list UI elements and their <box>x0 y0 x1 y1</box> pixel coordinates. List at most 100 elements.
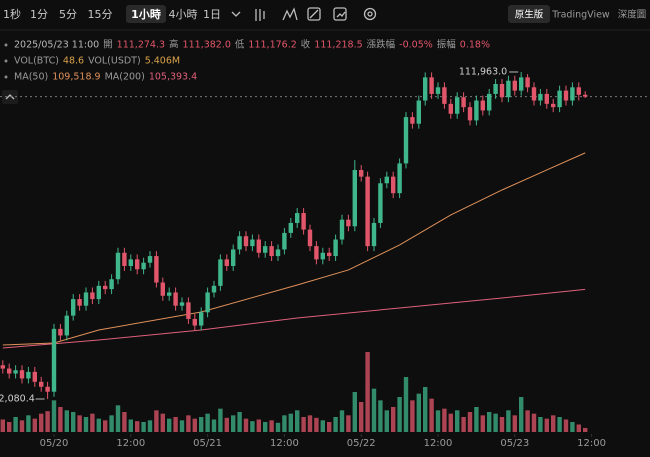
candle-body <box>576 87 581 95</box>
volume-bar <box>519 397 524 432</box>
volume-bar <box>39 413 44 432</box>
candle <box>410 112 415 129</box>
candle-body <box>90 292 95 300</box>
candle-body <box>39 381 44 387</box>
candle-body <box>314 246 319 260</box>
candle <box>71 294 76 321</box>
candle-body <box>563 90 569 101</box>
volume-bar <box>499 417 505 432</box>
interval-button[interactable]: 1小時 <box>131 7 161 21</box>
interval-button[interactable]: 5分 <box>59 8 77 21</box>
volume-bar <box>192 418 197 432</box>
volume-bar <box>96 418 101 432</box>
x-tick-label: 05/22 <box>347 438 376 449</box>
volume-bar <box>435 410 441 432</box>
annotation-label: 111,963.0 <box>459 66 507 77</box>
candle <box>531 82 537 106</box>
interval-button[interactable]: 4小時 <box>169 8 198 21</box>
volume-bars <box>0 352 588 432</box>
volume-bar <box>307 415 313 432</box>
candle <box>429 72 434 99</box>
candle-body <box>448 103 453 114</box>
candle <box>352 160 357 232</box>
interval-button[interactable]: 1分 <box>30 8 48 21</box>
candle-body <box>141 262 146 270</box>
legend-name: 收 <box>301 39 311 51</box>
candle-body <box>32 371 37 382</box>
candle-body <box>455 97 460 114</box>
legend-name: VOL(USDT) <box>88 56 141 67</box>
x-tick-label: 12:00 <box>577 438 606 449</box>
candle-body <box>45 386 50 392</box>
candle-body <box>352 170 357 227</box>
volume-bar <box>0 419 5 432</box>
candle <box>218 254 223 291</box>
candle-body <box>474 100 479 121</box>
candle-body <box>71 299 76 316</box>
volume-bar <box>77 415 82 432</box>
volume-bar <box>365 352 370 432</box>
volume-bar <box>263 422 268 432</box>
volume-bar <box>371 388 377 432</box>
volume-bar <box>333 417 338 432</box>
volume-bar <box>467 412 473 432</box>
candle-body <box>26 371 31 379</box>
candle <box>551 98 556 113</box>
candle-body <box>51 328 57 392</box>
candle-body <box>346 219 351 227</box>
draw-icon[interactable] <box>307 7 321 21</box>
volume-bar <box>147 420 153 432</box>
volume-bar <box>90 413 95 432</box>
candle <box>256 234 261 258</box>
candle-type-icon[interactable] <box>255 9 265 21</box>
volume-bar <box>557 417 562 432</box>
candle-body <box>103 285 108 290</box>
candle-body <box>429 77 434 94</box>
x-tick-label: 12:00 <box>270 438 299 449</box>
candle-body <box>135 259 140 270</box>
candle <box>519 71 524 96</box>
candle <box>371 218 377 252</box>
candle <box>275 244 281 262</box>
view-button[interactable]: TradingView <box>551 10 610 21</box>
candle-body <box>147 256 153 263</box>
volume-bar <box>211 419 217 432</box>
candle <box>346 214 351 232</box>
candle <box>64 310 69 341</box>
view-button[interactable]: 原生版 <box>515 9 544 21</box>
volume-bar <box>448 413 453 432</box>
volume-bar <box>58 407 63 432</box>
candle <box>480 95 485 116</box>
candle-body <box>19 370 25 379</box>
x-tick-label: 05/20 <box>40 438 69 449</box>
candle <box>448 98 453 119</box>
candle-body <box>282 232 287 250</box>
candle <box>115 247 121 285</box>
candle <box>243 231 249 252</box>
candle-body <box>167 292 172 296</box>
candle <box>186 297 191 324</box>
volume-bar <box>51 400 57 432</box>
candle <box>493 79 498 99</box>
toolbar <box>0 7 650 31</box>
screenshot-icon[interactable] <box>333 7 347 21</box>
interval-button[interactable]: 1日 <box>203 8 221 21</box>
candle-body <box>499 83 505 98</box>
volume-bar <box>218 408 223 432</box>
dropdown-icon[interactable] <box>231 11 241 17</box>
candle-body <box>480 100 485 111</box>
volume-bar <box>570 422 575 432</box>
volume-bar <box>109 415 114 432</box>
candle <box>205 287 210 318</box>
indicator-icon[interactable] <box>282 7 298 21</box>
interval-button[interactable]: 1秒 <box>3 7 21 21</box>
volume-bar <box>416 393 421 432</box>
volume-bar <box>237 412 242 432</box>
candle-body <box>333 239 338 257</box>
view-button[interactable]: 深度圖 <box>618 9 647 21</box>
settings-icon[interactable] <box>363 7 377 21</box>
interval-button[interactable]: 15分 <box>88 8 113 21</box>
candle <box>557 85 562 113</box>
